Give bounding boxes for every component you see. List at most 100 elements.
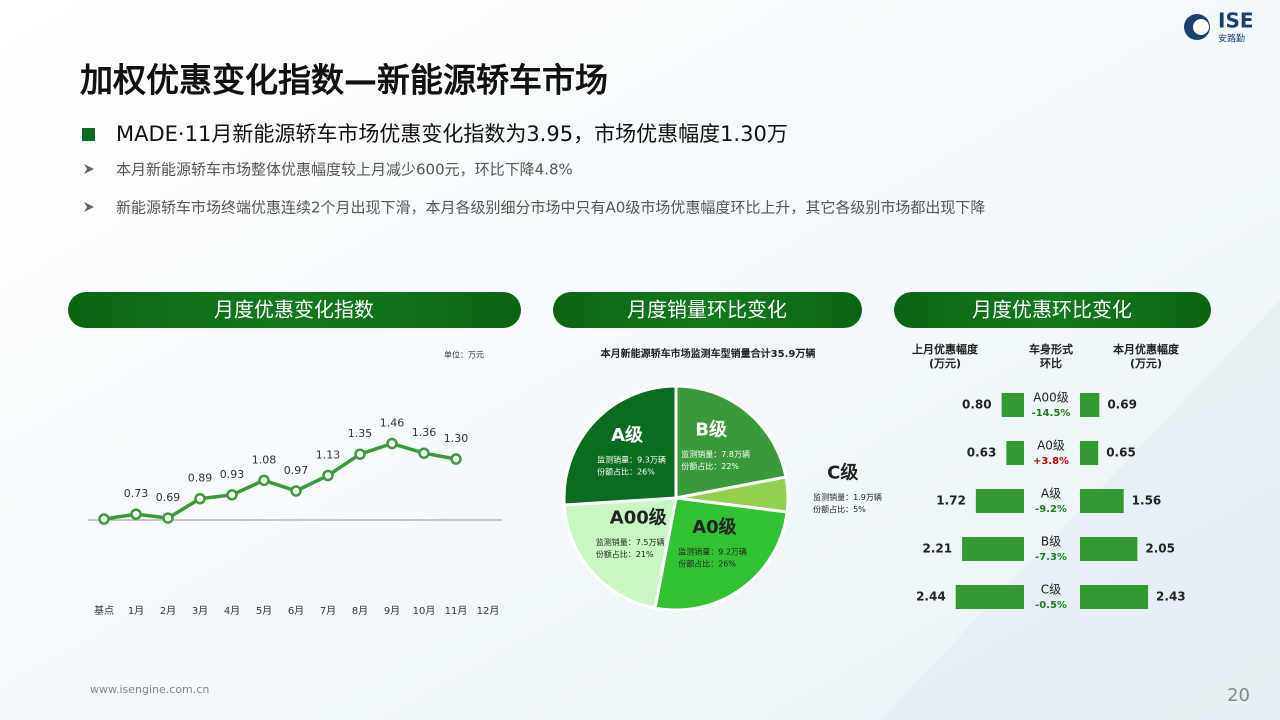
slice-share: 份额占比：21% bbox=[596, 549, 654, 559]
pie-slice bbox=[562, 384, 678, 507]
slice-name: A0级 bbox=[692, 516, 737, 538]
slice-share: 份额占比：26% bbox=[678, 558, 736, 568]
change: -14.5% bbox=[1032, 408, 1071, 419]
data-label: 1.08 bbox=[252, 453, 277, 466]
column-title: 车身形式 bbox=[1029, 342, 1073, 356]
bar-label: 2.05 bbox=[1145, 542, 1175, 556]
x-tick-label: 基点 bbox=[94, 604, 114, 617]
slice-sales: 监测销量：7.5万辆 bbox=[596, 537, 665, 547]
point bbox=[226, 489, 238, 501]
bar-left bbox=[1001, 393, 1024, 417]
footer-url: www.isengine.com.cn bbox=[90, 683, 209, 696]
data-label: 0.73 bbox=[124, 487, 149, 500]
change: -7.3% bbox=[1035, 552, 1067, 563]
bullet-square bbox=[82, 128, 95, 141]
section-header bbox=[68, 292, 521, 328]
bar-label: 2.21 bbox=[923, 542, 953, 556]
x-tick-label: 12月 bbox=[477, 605, 500, 617]
point bbox=[162, 512, 174, 524]
bar-right bbox=[1080, 393, 1100, 417]
x-tick-label: 11月 bbox=[445, 605, 468, 617]
bar-right bbox=[1080, 537, 1138, 561]
logo-sub: 安路勤 bbox=[1218, 33, 1245, 45]
category: A级 bbox=[1041, 487, 1061, 501]
data-label: 1.36 bbox=[412, 426, 437, 439]
bar-left bbox=[1006, 441, 1024, 465]
x-tick-label: 6月 bbox=[288, 605, 304, 617]
bar-right bbox=[1080, 489, 1124, 513]
x-tick-label: 1月 bbox=[128, 605, 144, 617]
change: -0.5% bbox=[1035, 600, 1067, 611]
section-header bbox=[553, 292, 862, 328]
bar-label: 0.65 bbox=[1106, 446, 1136, 460]
unit: 单位：万元 bbox=[444, 350, 484, 360]
x-tick-label: 10月 bbox=[413, 605, 436, 617]
column-title: 上月优惠幅度 bbox=[912, 342, 979, 356]
column-title: (万元) bbox=[1130, 357, 1162, 370]
change: +3.8% bbox=[1033, 456, 1069, 467]
data-label: 1.30 bbox=[444, 432, 469, 445]
slice-share: 份额占比：5% bbox=[813, 504, 866, 514]
point bbox=[98, 513, 110, 525]
arrow bbox=[84, 202, 94, 212]
section-title: 月度销量环比变化 bbox=[627, 298, 787, 322]
bar-left bbox=[955, 585, 1024, 609]
category: C级 bbox=[1041, 583, 1061, 597]
point bbox=[194, 492, 206, 505]
pie-slice bbox=[562, 496, 678, 610]
point bbox=[354, 448, 366, 460]
bar-label: 2.44 bbox=[916, 590, 946, 604]
bar-label: 0.69 bbox=[1107, 398, 1137, 412]
point bbox=[450, 453, 462, 465]
arrow bbox=[84, 164, 94, 174]
point bbox=[258, 474, 270, 487]
pie-slice bbox=[653, 496, 789, 612]
point bbox=[418, 447, 430, 459]
slice-sales: 监测销量：7.8万辆 bbox=[681, 449, 750, 459]
x-tick-label: 4月 bbox=[224, 605, 240, 617]
data-label: 0.69 bbox=[156, 491, 181, 504]
bar-label: 1.72 bbox=[936, 494, 966, 508]
bar-label: 2.43 bbox=[1156, 590, 1186, 604]
data-label: 0.93 bbox=[220, 468, 245, 481]
slice-sales: 监测销量：9.2万辆 bbox=[678, 546, 747, 556]
point bbox=[322, 469, 334, 482]
logo: ISE bbox=[1218, 9, 1254, 33]
change: -9.2% bbox=[1035, 504, 1067, 515]
slice-sales: 监测销量：1.9万辆 bbox=[813, 492, 882, 502]
bullet: 本月新能源轿车市场整体优惠幅度较上月减少600元，环比下降4.8% bbox=[116, 161, 573, 179]
column-title: (万元) bbox=[929, 357, 961, 370]
point bbox=[386, 437, 398, 450]
bar-label: 0.63 bbox=[967, 446, 997, 460]
category: B级 bbox=[1041, 535, 1061, 549]
page-number: 20 bbox=[1227, 685, 1250, 706]
data-label: 1.13 bbox=[316, 448, 341, 461]
slice-share: 份额占比：22% bbox=[681, 461, 739, 471]
point bbox=[130, 508, 142, 520]
point bbox=[290, 485, 302, 497]
x-tick-label: 2月 bbox=[160, 605, 176, 617]
headline: MADE·11月新能源轿车市场优惠变化指数为3.95，市场优惠幅度1.30万 bbox=[116, 122, 788, 146]
bar-left bbox=[975, 489, 1024, 513]
slice-name: A级 bbox=[611, 424, 644, 446]
logo-icon bbox=[1193, 19, 1209, 35]
pie-subtitle: 本月新能源轿车市场监测车型销量合计35.9万辆 bbox=[601, 347, 816, 360]
slice-name: C级 bbox=[827, 461, 859, 483]
bar-right bbox=[1080, 441, 1099, 465]
title: 加权优惠变化指数—新能源轿车市场 bbox=[80, 61, 608, 100]
bullet: 新能源轿车市场终端优惠连续2个月出现下滑，本月各级别细分市场中只有A0级市场优惠… bbox=[116, 199, 985, 217]
x-tick-label: 9月 bbox=[384, 605, 400, 617]
data-label: 0.97 bbox=[284, 464, 309, 477]
section-title: 月度优惠环比变化 bbox=[972, 298, 1132, 322]
x-tick-label: 3月 bbox=[192, 605, 208, 617]
section-header bbox=[894, 292, 1211, 328]
x-tick-label: 8月 bbox=[352, 605, 368, 617]
slice-share: 份额占比：26% bbox=[597, 466, 655, 476]
column-title: 本月优惠幅度 bbox=[1113, 342, 1180, 356]
bar-left bbox=[962, 537, 1024, 561]
bar-label: 1.56 bbox=[1132, 494, 1162, 508]
bar-right bbox=[1080, 585, 1149, 609]
data-label: 1.35 bbox=[348, 427, 373, 440]
category: A0级 bbox=[1037, 439, 1065, 453]
